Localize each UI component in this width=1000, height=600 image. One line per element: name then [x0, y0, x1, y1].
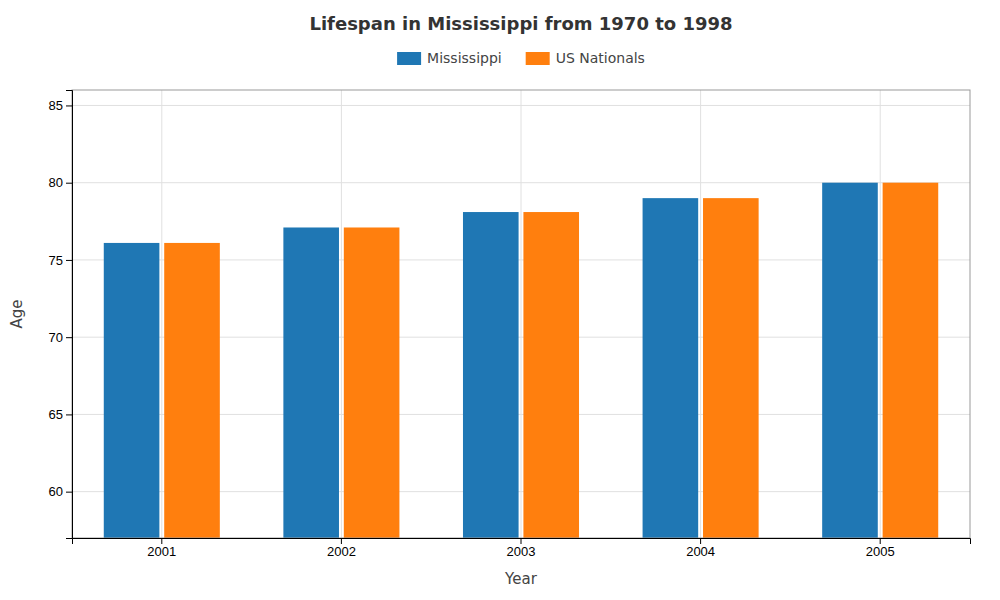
tick: 85 — [49, 98, 72, 113]
tick-label: 2001 — [147, 544, 176, 559]
tick: 75 — [49, 253, 72, 268]
tick-label: 2002 — [327, 544, 356, 559]
bar-series — [104, 183, 878, 538]
grid — [72, 90, 970, 538]
tick-label: 80 — [49, 175, 63, 190]
legend-swatch — [526, 52, 550, 65]
tick: 2005 — [866, 538, 895, 559]
y-axis-title: Age — [8, 299, 26, 328]
tick-label: 2005 — [866, 544, 895, 559]
tick-label: 2003 — [507, 544, 536, 559]
grid-line-x — [700, 90, 701, 538]
bars — [104, 183, 938, 538]
grid-line-x — [880, 90, 881, 538]
tick-mark — [66, 260, 72, 261]
bar — [164, 243, 220, 538]
legend: Mississippi US Nationals — [397, 50, 645, 66]
tick-mark — [700, 538, 701, 544]
plot-frame — [72, 90, 970, 538]
tick: 65 — [49, 407, 72, 422]
legend-label: Mississippi — [427, 50, 502, 66]
bar — [703, 198, 759, 538]
tick-mark — [880, 538, 881, 544]
tick-mark — [66, 337, 72, 338]
tick: 2002 — [327, 538, 356, 559]
tick-label: 70 — [49, 330, 63, 345]
bar — [523, 212, 579, 538]
bar — [283, 227, 339, 538]
tick-mark — [66, 414, 72, 415]
tick: 2003 — [507, 538, 536, 559]
tick: 2001 — [147, 538, 176, 559]
tick-mark — [341, 538, 342, 544]
tick-label: 60 — [49, 484, 63, 499]
x-axis-title: Year — [504, 570, 538, 588]
bar-series — [164, 183, 938, 538]
tick-mark — [66, 183, 72, 184]
bar — [463, 212, 519, 538]
grid-line-x — [341, 90, 342, 538]
legend-item: Mississippi — [397, 50, 502, 66]
tick-label: 2004 — [686, 544, 715, 559]
tick-mark — [161, 538, 162, 544]
bar — [344, 227, 400, 538]
tick-label: 85 — [49, 98, 63, 113]
tick-mark — [66, 492, 72, 493]
tick: 80 — [49, 175, 72, 190]
bar — [883, 183, 939, 538]
tick-mark — [521, 538, 522, 544]
legend-label: US Nationals — [556, 50, 645, 66]
tick-mark — [66, 105, 72, 106]
axis-line — [73, 539, 971, 545]
tick: 2004 — [686, 538, 715, 559]
axis-line — [66, 91, 73, 539]
tick-label: 75 — [49, 253, 63, 268]
title: Lifespan in Mississippi from 1970 to 199… — [309, 13, 732, 34]
y-axis: 60 65 70 75 80 85 — [49, 91, 73, 539]
tick: 70 — [49, 330, 72, 345]
legend-item: US Nationals — [526, 50, 645, 66]
tick-label: 65 — [49, 407, 63, 422]
bar — [643, 198, 699, 538]
grid-line-x — [521, 90, 522, 538]
bar — [822, 183, 878, 538]
legend-swatch — [397, 52, 421, 65]
chart: Lifespan in Mississippi from 1970 to 199… — [0, 0, 1000, 600]
x-axis: 2001 2002 2003 2004 2005 — [73, 538, 971, 559]
plot: 2001 2002 2003 2004 2005 60 65 70 75 80 85 — [49, 90, 971, 559]
tick: 60 — [49, 484, 72, 499]
grid-line-x — [161, 90, 162, 538]
bar — [104, 243, 160, 538]
